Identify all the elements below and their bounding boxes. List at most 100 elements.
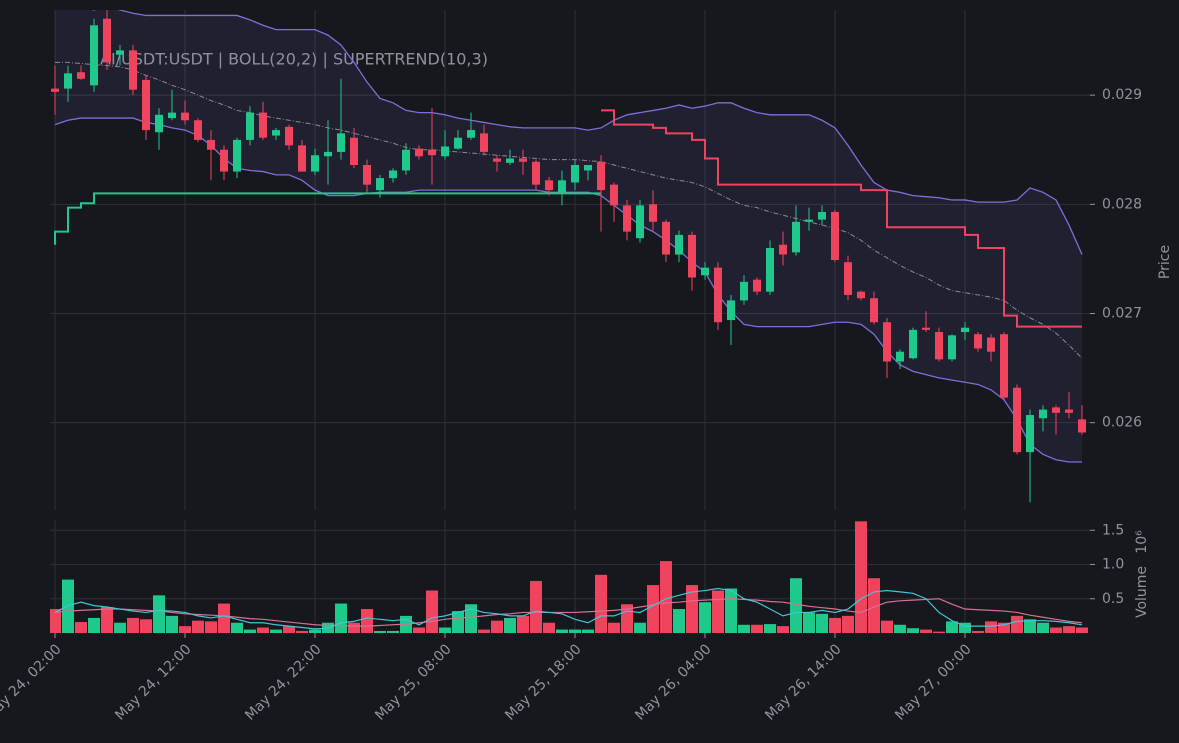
volume-bar: [998, 622, 1010, 633]
candle-body: [506, 158, 514, 163]
volume-bar: [647, 585, 659, 633]
volume-bar: [699, 602, 711, 633]
band-fill: [55, 10, 1082, 462]
candle-body: [610, 184, 618, 206]
candle-body: [987, 337, 995, 352]
volume-bar: [608, 622, 620, 633]
candle-body: [766, 247, 774, 292]
candle-body: [740, 281, 748, 301]
candle-body: [194, 120, 202, 140]
y-tick-label: 0.028: [1102, 196, 1142, 212]
candle-body: [103, 18, 111, 63]
y-tick-label: 0.5: [1102, 591, 1124, 607]
x-tick-label: May 26, 14:00: [762, 641, 844, 723]
volume-bar: [283, 626, 295, 633]
volume-bar: [296, 630, 308, 633]
volume-bar: [127, 617, 139, 633]
volume-bar: [946, 621, 958, 633]
volume-bar: [530, 580, 542, 633]
volume-bar: [192, 620, 204, 633]
candle-body: [402, 149, 410, 171]
volume-bar: [491, 620, 503, 633]
volume-bar: [1076, 627, 1088, 633]
volume-bar: [75, 622, 87, 633]
x-tick-label: May 24, 02:00: [0, 641, 65, 723]
volume-bar: [387, 630, 399, 633]
volume-bar: [517, 615, 529, 633]
volume-bar: [244, 629, 256, 633]
price-panel: [51, 10, 1086, 503]
candle-body: [532, 161, 540, 185]
volume-bar: [361, 609, 373, 633]
chart-title: AI/USDT:USDT | BOLL(20,2) | SUPERTREND(1…: [100, 50, 488, 69]
candle-body: [831, 211, 839, 260]
volume-bar: [153, 595, 165, 633]
volume-bar: [738, 624, 750, 633]
volume-bar: [413, 627, 425, 633]
candle-body: [675, 234, 683, 255]
volume-bar: [270, 629, 282, 633]
candle-body: [363, 165, 371, 185]
candle-body: [818, 211, 826, 220]
y-tick-label: 1.0: [1102, 557, 1124, 573]
volume-bar: [673, 609, 685, 633]
volume-bar: [920, 629, 932, 633]
volume-bar: [777, 626, 789, 633]
x-tick-label: May 24, 12:00: [112, 641, 194, 723]
volume-bar: [894, 624, 906, 633]
volume-bar: [439, 627, 451, 633]
volume-bar: [582, 629, 594, 633]
volume-bar: [205, 621, 217, 633]
volume-bar: [829, 617, 841, 633]
volume-bar: [452, 611, 464, 633]
candle-body: [77, 72, 85, 79]
volume-bar: [426, 590, 438, 633]
volume-bar: [504, 617, 516, 633]
candle-body: [636, 205, 644, 239]
volume-panel: [50, 521, 1088, 633]
candle-body: [896, 351, 904, 362]
candle-body: [883, 322, 891, 362]
candle-body: [415, 148, 423, 157]
candle-body: [701, 267, 709, 276]
x-tick-label: May 25, 08:00: [372, 641, 454, 723]
candle-body: [844, 262, 852, 295]
candle-body: [298, 145, 306, 172]
candle-body: [155, 114, 163, 133]
candle-body: [558, 180, 566, 193]
volume-bar: [166, 615, 178, 633]
volume-scale-label: 10⁶: [1134, 530, 1150, 554]
volume-bar: [114, 622, 126, 633]
x-tick-label: May 26, 04:00: [632, 641, 714, 723]
candle-body: [376, 178, 384, 191]
candle-body: [389, 170, 397, 179]
x-tick-label: May 25, 18:00: [502, 641, 584, 723]
volume-bar: [543, 622, 555, 633]
y-tick-label: 0.026: [1102, 415, 1142, 431]
candle-body: [753, 279, 761, 292]
candle-body: [220, 149, 228, 172]
candle-body: [207, 139, 215, 150]
volume-bar: [1024, 619, 1036, 633]
candle-body: [805, 219, 813, 222]
candle-body: [922, 327, 930, 330]
volume-bar: [686, 585, 698, 633]
volume-bar: [1050, 627, 1062, 633]
candle-body: [909, 329, 917, 359]
volume-bar: [764, 624, 776, 633]
volume-bar: [881, 620, 893, 633]
volume-bar: [569, 629, 581, 633]
x-tick-label: May 27, 00:00: [892, 641, 974, 723]
volume-bar: [218, 603, 230, 633]
candle-body: [974, 334, 982, 349]
candle-body: [857, 291, 865, 299]
volume-bar: [62, 579, 74, 633]
volume-bar: [88, 617, 100, 633]
candle-body: [1078, 419, 1086, 433]
volume-bar: [348, 622, 360, 633]
candle-body: [870, 298, 878, 323]
volume-bar: [1037, 622, 1049, 633]
candle-body: [233, 139, 241, 172]
bollinger-upper: [91, 10, 1083, 255]
